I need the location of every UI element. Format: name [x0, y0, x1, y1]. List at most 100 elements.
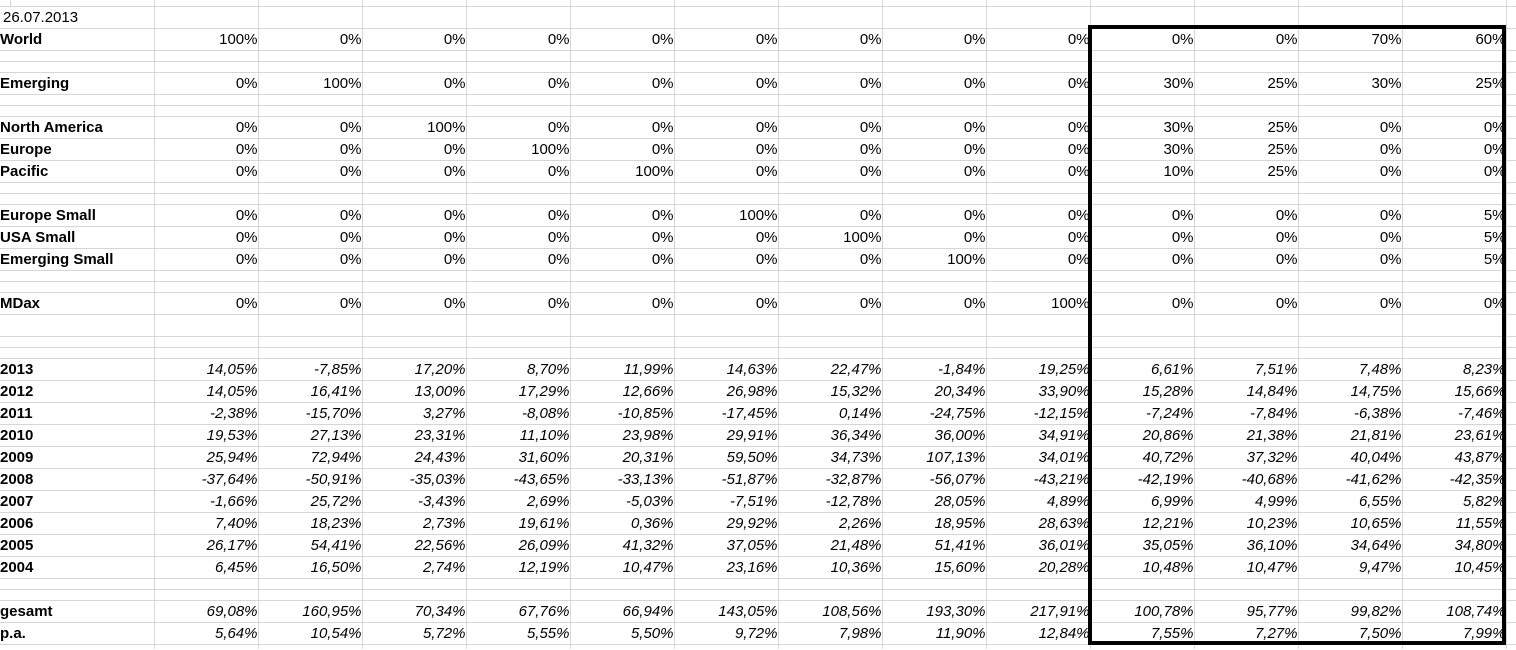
spreadsheet-cell[interactable]	[362, 50, 467, 62]
spreadsheet-cell[interactable]: 0%	[986, 226, 1091, 249]
spreadsheet-cell[interactable]: 10,45%	[1402, 556, 1507, 579]
spreadsheet-cell[interactable]	[154, 61, 259, 73]
spreadsheet-cell[interactable]: 0%	[1298, 248, 1403, 271]
spreadsheet-cell[interactable]	[1402, 589, 1507, 601]
spreadsheet-cell[interactable]: 100%	[362, 116, 467, 139]
spreadsheet-cell[interactable]: 70%	[1298, 28, 1403, 51]
spreadsheet-cell[interactable]	[882, 61, 987, 73]
spreadsheet-cell[interactable]: 8,70%	[466, 358, 571, 381]
spreadsheet-cell[interactable]	[1402, 50, 1507, 62]
spreadsheet-cell[interactable]: 0%	[362, 28, 467, 51]
spreadsheet-cell[interactable]: 51,41%	[882, 534, 987, 557]
spreadsheet-cell[interactable]: 3,27%	[362, 402, 467, 425]
spreadsheet-cell[interactable]	[362, 6, 467, 29]
spreadsheet-cell[interactable]	[154, 644, 259, 649]
spreadsheet-cell[interactable]: 12,66%	[570, 380, 675, 403]
spreadsheet-cell[interactable]: -6,38%	[1298, 402, 1403, 425]
spreadsheet-cell[interactable]: 0%	[882, 138, 987, 161]
spreadsheet-cell[interactable]: 0%	[674, 248, 779, 271]
spreadsheet-cell[interactable]	[986, 50, 1091, 62]
spreadsheet-cell[interactable]: 15,60%	[882, 556, 987, 579]
spreadsheet-cell[interactable]: 5,55%	[466, 622, 571, 645]
spreadsheet-cell[interactable]: 0%	[882, 226, 987, 249]
spreadsheet-cell[interactable]: 30%	[1090, 72, 1195, 95]
spreadsheet-cell[interactable]: -17,45%	[674, 402, 779, 425]
row-label-cell[interactable]: 2012	[0, 380, 155, 403]
spreadsheet-cell[interactable]	[570, 94, 675, 106]
spreadsheet-cell[interactable]: 10,47%	[570, 556, 675, 579]
spreadsheet-cell[interactable]: 25,94%	[154, 446, 259, 469]
spreadsheet-cell[interactable]: 36,01%	[986, 534, 1091, 557]
spreadsheet-cell[interactable]: 17,29%	[466, 380, 571, 403]
spreadsheet-cell[interactable]	[1090, 644, 1195, 649]
spreadsheet-cell[interactable]	[154, 182, 259, 194]
row-label-cell[interactable]	[0, 182, 155, 194]
spreadsheet-cell[interactable]: 100%	[986, 292, 1091, 315]
spreadsheet-cell[interactable]: 0%	[1194, 204, 1299, 227]
spreadsheet-cell[interactable]	[570, 589, 675, 601]
spreadsheet-cell[interactable]	[362, 336, 467, 348]
spreadsheet-cell[interactable]	[674, 193, 779, 205]
spreadsheet-cell[interactable]	[362, 61, 467, 73]
spreadsheet-cell[interactable]: 23,16%	[674, 556, 779, 579]
spreadsheet-cell[interactable]	[674, 0, 779, 7]
spreadsheet-cell[interactable]	[1194, 105, 1299, 117]
spreadsheet-cell[interactable]: 30%	[1298, 72, 1403, 95]
spreadsheet-cell[interactable]: 95,77%	[1194, 600, 1299, 623]
spreadsheet-cell[interactable]: 21,38%	[1194, 424, 1299, 447]
spreadsheet-cell[interactable]	[1298, 314, 1403, 337]
spreadsheet-cell[interactable]	[1402, 347, 1507, 359]
spreadsheet-cell[interactable]: 0%	[674, 160, 779, 183]
spreadsheet-cell[interactable]: 0%	[154, 138, 259, 161]
spreadsheet-cell[interactable]: 0%	[1402, 160, 1507, 183]
spreadsheet-cell[interactable]	[362, 281, 467, 293]
spreadsheet-cell[interactable]: 160,95%	[258, 600, 363, 623]
spreadsheet-cell[interactable]	[1194, 0, 1299, 7]
spreadsheet-cell[interactable]: 14,84%	[1194, 380, 1299, 403]
spreadsheet-cell[interactable]	[778, 105, 883, 117]
spreadsheet-cell[interactable]	[362, 270, 467, 282]
spreadsheet-cell[interactable]	[986, 0, 1091, 7]
spreadsheet-cell[interactable]: -43,21%	[986, 468, 1091, 491]
spreadsheet-cell[interactable]: 36,10%	[1194, 534, 1299, 557]
spreadsheet-cell[interactable]: 2,73%	[362, 512, 467, 535]
spreadsheet-cell[interactable]: 36,34%	[778, 424, 883, 447]
spreadsheet-cell[interactable]: 19,61%	[466, 512, 571, 535]
spreadsheet-cell[interactable]: -2,38%	[154, 402, 259, 425]
spreadsheet-cell[interactable]: 0%	[154, 160, 259, 183]
spreadsheet-cell[interactable]	[674, 644, 779, 649]
spreadsheet-cell[interactable]: 0%	[1090, 226, 1195, 249]
spreadsheet-cell[interactable]: 0%	[986, 138, 1091, 161]
spreadsheet-cell[interactable]: 7,48%	[1298, 358, 1403, 381]
spreadsheet-cell[interactable]	[1194, 589, 1299, 601]
spreadsheet-cell[interactable]: -42,19%	[1090, 468, 1195, 491]
column-a-cell[interactable]	[0, 0, 11, 7]
spreadsheet-cell[interactable]: 0%	[986, 28, 1091, 51]
spreadsheet-cell[interactable]: 143,05%	[674, 600, 779, 623]
spreadsheet-cell[interactable]	[986, 347, 1091, 359]
spreadsheet-cell[interactable]	[1402, 6, 1507, 29]
spreadsheet-cell[interactable]: 2,74%	[362, 556, 467, 579]
spreadsheet-cell[interactable]	[466, 314, 571, 337]
spreadsheet-cell[interactable]: -1,84%	[882, 358, 987, 381]
spreadsheet-cell[interactable]	[778, 314, 883, 337]
spreadsheet-cell[interactable]	[1298, 105, 1403, 117]
spreadsheet-cell[interactable]: -50,91%	[258, 468, 363, 491]
row-label-cell[interactable]	[0, 336, 155, 348]
row-label-cell[interactable]: 2010	[0, 424, 155, 447]
spreadsheet-cell[interactable]: 19,53%	[154, 424, 259, 447]
spreadsheet-cell[interactable]: 69,08%	[154, 600, 259, 623]
spreadsheet-cell[interactable]: 0%	[986, 204, 1091, 227]
spreadsheet-cell[interactable]: 11,90%	[882, 622, 987, 645]
spreadsheet-cell[interactable]	[882, 105, 987, 117]
row-label-cell[interactable]: Emerging	[0, 72, 155, 95]
spreadsheet-cell[interactable]	[570, 314, 675, 337]
spreadsheet-cell[interactable]: 37,32%	[1194, 446, 1299, 469]
spreadsheet-cell[interactable]: 0%	[1194, 248, 1299, 271]
spreadsheet-cell[interactable]	[882, 270, 987, 282]
spreadsheet-cell[interactable]: 25,72%	[258, 490, 363, 513]
spreadsheet-cell[interactable]: -40,68%	[1194, 468, 1299, 491]
row-label-cell[interactable]: 2008	[0, 468, 155, 491]
spreadsheet-cell[interactable]	[258, 0, 363, 7]
row-label-cell[interactable]: 2011	[0, 402, 155, 425]
